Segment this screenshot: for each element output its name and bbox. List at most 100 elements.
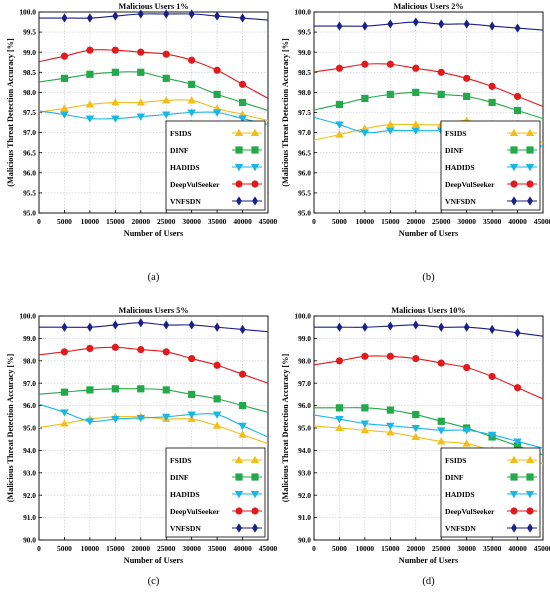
- y-tick-label: 99.5: [298, 28, 311, 37]
- data-point-fsids: [212, 421, 222, 429]
- y-tick-label: 99.5: [23, 28, 36, 37]
- chart-panel-1: 0 5000 10000 15000 20000 25000 30000 35000 40000…: [6, 2, 278, 283]
- legend-label: HADIDS: [170, 490, 200, 499]
- x-tick-label: 20000: [407, 217, 426, 226]
- data-point-fsids: [462, 439, 471, 447]
- data-point-hadids: [411, 425, 420, 433]
- y-axis-label: (Malicious Threat Detection Accuracy [%]: [6, 38, 15, 187]
- series-line-fsids: [39, 415, 268, 445]
- data-point-dinf: [137, 68, 145, 76]
- x-tick-label: 35000: [483, 217, 502, 226]
- data-point-dinf: [513, 106, 522, 115]
- x-axis-label: Number of Users: [124, 556, 183, 565]
- y-tick-label: 96.0: [23, 401, 36, 410]
- data-point-vnfsdn: [412, 17, 419, 27]
- data-point-deepvulseeker: [137, 48, 145, 56]
- chart-panel-2: 0 5000 10000 15000 20000 25000 30000 35000 40000…: [281, 2, 550, 283]
- x-tick-label: 45000: [259, 544, 278, 553]
- data-point-dinf: [238, 98, 247, 107]
- legend-marker: [235, 473, 243, 481]
- legend: FSIDS DINF HADIDS DeepVulSeeker VNFSDN: [165, 120, 266, 211]
- legend-marker: [526, 146, 534, 154]
- data-point-dinf: [463, 92, 471, 101]
- data-point-deepvulseeker: [238, 370, 247, 378]
- data-point-dinf: [412, 410, 420, 419]
- data-point-hadids: [487, 431, 497, 439]
- legend-label: VNFSDN: [170, 524, 201, 533]
- data-point-dinf: [86, 70, 94, 78]
- legend-marker: [527, 196, 533, 206]
- data-point-hadids: [411, 127, 420, 135]
- x-tick-label: 30000: [457, 544, 476, 553]
- data-point-deepvulseeker: [111, 343, 119, 351]
- x-tick-label: 15000: [381, 544, 400, 553]
- chart-title: Malicious Users 1%: [118, 2, 188, 11]
- legend-marker: [234, 128, 244, 136]
- x-tick-label: 20000: [407, 544, 426, 553]
- data-point-deepvulseeker: [162, 348, 170, 356]
- legend-marker: [250, 128, 260, 136]
- y-tick-label: 98.0: [23, 88, 36, 97]
- y-tick-label: 95.5: [23, 189, 36, 198]
- data-point-hadids: [386, 422, 395, 430]
- data-point-hadids: [187, 411, 196, 419]
- data-point-dinf: [386, 90, 394, 99]
- legend-box: [165, 447, 266, 538]
- x-tick-label: 30000: [457, 217, 476, 226]
- series-line-dinf: [314, 407, 543, 456]
- y-tick-label: 98.5: [23, 68, 36, 77]
- y-tick-label: 91.0: [298, 513, 311, 522]
- data-point-deepvulseeker: [437, 68, 445, 76]
- data-point-vnfsdn: [438, 19, 445, 29]
- y-tick-label: 97.5: [23, 108, 36, 117]
- x-tick-label: 20000: [132, 544, 151, 553]
- legend-label: HADIDS: [170, 163, 200, 172]
- data-point-deepvulseeker: [361, 352, 369, 360]
- x-tick-label: 35000: [483, 544, 502, 553]
- data-point-deepvulseeker: [213, 361, 221, 369]
- panel-caption: (c): [148, 576, 160, 587]
- x-tick-label: 45000: [534, 217, 550, 226]
- data-point-hadids: [162, 413, 171, 421]
- data-point-dinf: [335, 100, 344, 109]
- data-point-fsids: [187, 96, 196, 104]
- data-point-vnfsdn: [239, 324, 246, 335]
- legend-marker: [510, 180, 518, 188]
- legend-marker: [235, 146, 243, 154]
- data-point-vnfsdn: [214, 322, 221, 332]
- x-tick-label: 35000: [208, 544, 227, 553]
- data-point-vnfsdn: [438, 322, 445, 332]
- y-tick-label: 95.0: [23, 209, 36, 218]
- x-tick-label: 5000: [57, 217, 72, 226]
- data-point-dinf: [60, 74, 69, 82]
- panel-caption: (d): [422, 576, 435, 587]
- data-point-deepvulseeker: [60, 52, 69, 60]
- data-point-hadids: [335, 121, 344, 129]
- x-tick-label: 40000: [508, 544, 527, 553]
- y-tick-label: 98.0: [23, 356, 36, 365]
- data-point-hadids: [136, 414, 145, 423]
- chart-panel-4: 0 5000 10000 15000 20000 25000 30000 35000 40000…: [281, 306, 550, 587]
- legend-marker: [251, 180, 259, 188]
- legend-marker: [511, 196, 517, 206]
- legend-marker: [236, 196, 242, 206]
- data-point-deepvulseeker: [386, 60, 394, 68]
- data-point-vnfsdn: [86, 322, 93, 332]
- legend-label: DeepVulSeeker: [170, 507, 220, 516]
- data-point-dinf: [111, 385, 119, 393]
- data-point-dinf: [162, 386, 170, 394]
- x-tick-label: 40000: [508, 217, 527, 226]
- y-tick-label: 97.5: [298, 108, 311, 117]
- x-tick-label: 30000: [182, 544, 201, 553]
- x-tick-label: 0: [37, 217, 41, 226]
- y-tick-label: 98.5: [298, 68, 311, 77]
- data-point-deepvulseeker: [60, 348, 69, 356]
- legend-label: DINF: [170, 146, 189, 155]
- data-point-deepvulseeker: [386, 352, 394, 360]
- legend-marker: [235, 507, 243, 515]
- y-tick-label: 94.0: [298, 446, 311, 455]
- y-tick-label: 93.0: [298, 468, 311, 477]
- data-point-fsids: [437, 437, 446, 445]
- x-tick-label: 30000: [182, 217, 201, 226]
